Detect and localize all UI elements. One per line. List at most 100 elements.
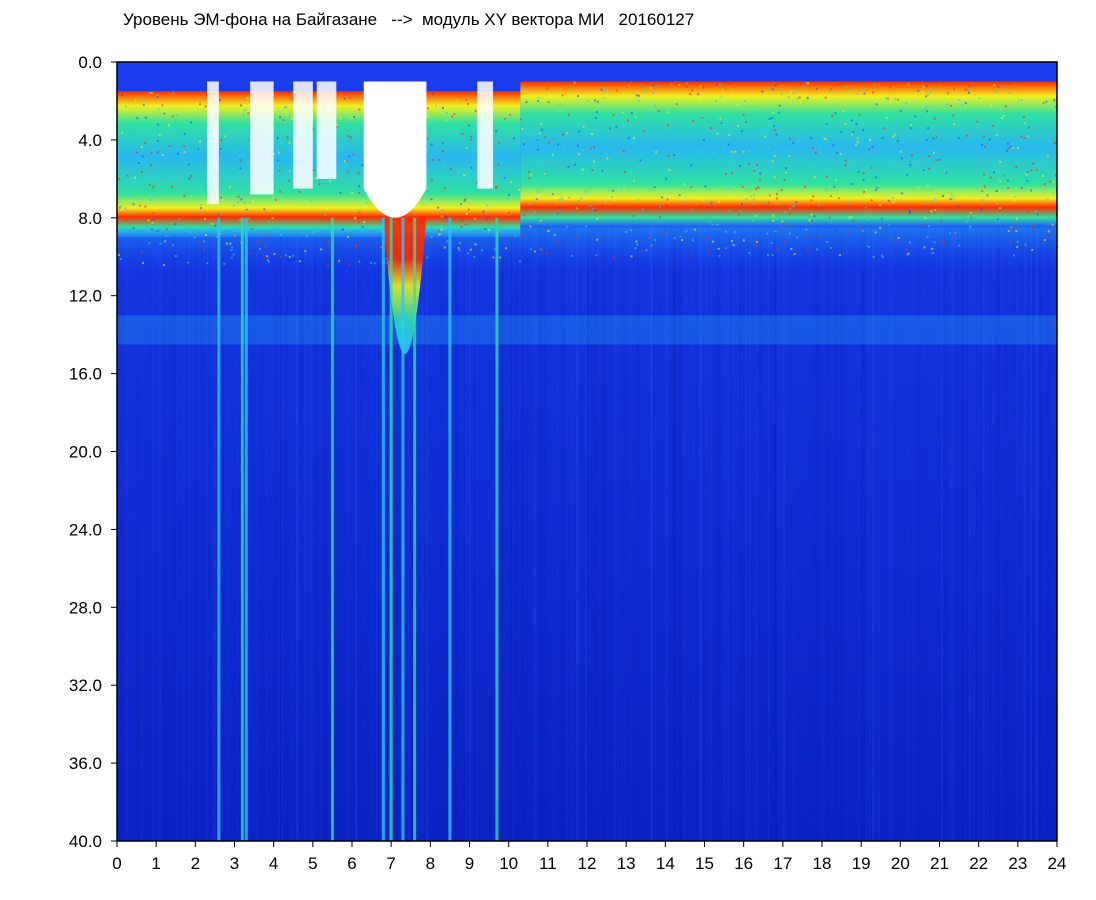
speckle (156, 96, 159, 99)
speckle (908, 212, 911, 215)
speckle (961, 104, 964, 107)
speckle (530, 173, 533, 176)
texture-column (584, 217, 588, 842)
speckle (601, 169, 604, 172)
speckle (887, 247, 890, 250)
speckle (917, 186, 920, 189)
speckle (790, 90, 793, 93)
speckle (326, 264, 329, 267)
speckle (465, 147, 468, 150)
x-tick-label: 0 (112, 854, 121, 873)
texture-column (618, 217, 620, 842)
speckle (741, 130, 744, 133)
speckle (1002, 134, 1005, 137)
speckle (995, 202, 998, 205)
speckle (905, 102, 908, 105)
texture-column (425, 217, 429, 842)
speckle (161, 154, 164, 157)
speckle (934, 208, 937, 211)
speckle (1045, 100, 1048, 103)
texture-column (966, 217, 968, 842)
speckle (636, 243, 639, 246)
y-tick-label: 24.0 (69, 520, 102, 539)
speckle (825, 222, 828, 225)
speckle (136, 165, 139, 168)
texture-column (152, 217, 155, 842)
speckle (837, 197, 840, 200)
texture-column (746, 217, 749, 842)
speckle (355, 138, 358, 141)
speckle (157, 259, 160, 262)
speckle (1002, 175, 1005, 178)
speckle (156, 139, 159, 142)
speckle (463, 199, 466, 202)
speckle (1013, 254, 1016, 257)
speckle (767, 146, 770, 149)
texture-column (746, 217, 748, 842)
speckle (569, 87, 572, 90)
speckle (225, 146, 228, 149)
speckle (504, 168, 507, 171)
texture-column (399, 217, 402, 842)
texture-column (511, 217, 514, 842)
speckle (528, 202, 531, 205)
speckle (922, 169, 925, 172)
speckle (237, 195, 240, 198)
texture-column (502, 217, 505, 842)
speckle (561, 94, 564, 97)
speckle (716, 223, 719, 226)
speckle (148, 242, 151, 245)
speckle (203, 218, 206, 221)
speckle (563, 145, 566, 148)
speckle (198, 147, 201, 150)
speckle (1006, 142, 1009, 145)
speckle (940, 220, 943, 223)
texture-column (877, 217, 881, 842)
speckle (811, 146, 814, 149)
speckle (615, 125, 618, 128)
speckle (850, 88, 853, 91)
speckle (896, 139, 899, 142)
speckle (1020, 99, 1023, 102)
speckle (637, 99, 640, 102)
speckle (271, 217, 274, 220)
speckle (685, 230, 688, 233)
texture-column (353, 217, 357, 842)
speckle (651, 91, 654, 94)
speckle (266, 255, 269, 258)
speckle (1007, 186, 1010, 189)
speckle (273, 253, 276, 256)
speckle (728, 133, 731, 136)
speckle (746, 188, 749, 191)
speckle (357, 172, 360, 175)
speckle (953, 233, 956, 236)
speckle (485, 216, 488, 219)
speckle (730, 91, 733, 94)
speckle (594, 209, 597, 212)
speckle (135, 151, 138, 154)
speckle (871, 146, 874, 149)
speckle (561, 133, 564, 136)
speckle (183, 194, 186, 197)
texture-column (992, 217, 994, 842)
speckle (938, 158, 941, 161)
speckle (311, 128, 314, 131)
speckle (504, 179, 507, 182)
speckle (774, 172, 777, 175)
texture-column (742, 217, 745, 842)
texture-column (1004, 217, 1007, 842)
speckle (467, 208, 470, 211)
texture-column (281, 217, 284, 842)
speckle (777, 203, 780, 206)
speckle (236, 224, 239, 227)
speckle (439, 169, 442, 172)
speckle (149, 199, 152, 202)
texture-column (384, 217, 387, 842)
speckle (691, 89, 694, 92)
speckle (803, 185, 806, 188)
speckle (343, 97, 346, 100)
speckle (850, 119, 853, 122)
speckle (733, 231, 736, 234)
speckle (544, 135, 547, 138)
speckle (773, 176, 776, 179)
